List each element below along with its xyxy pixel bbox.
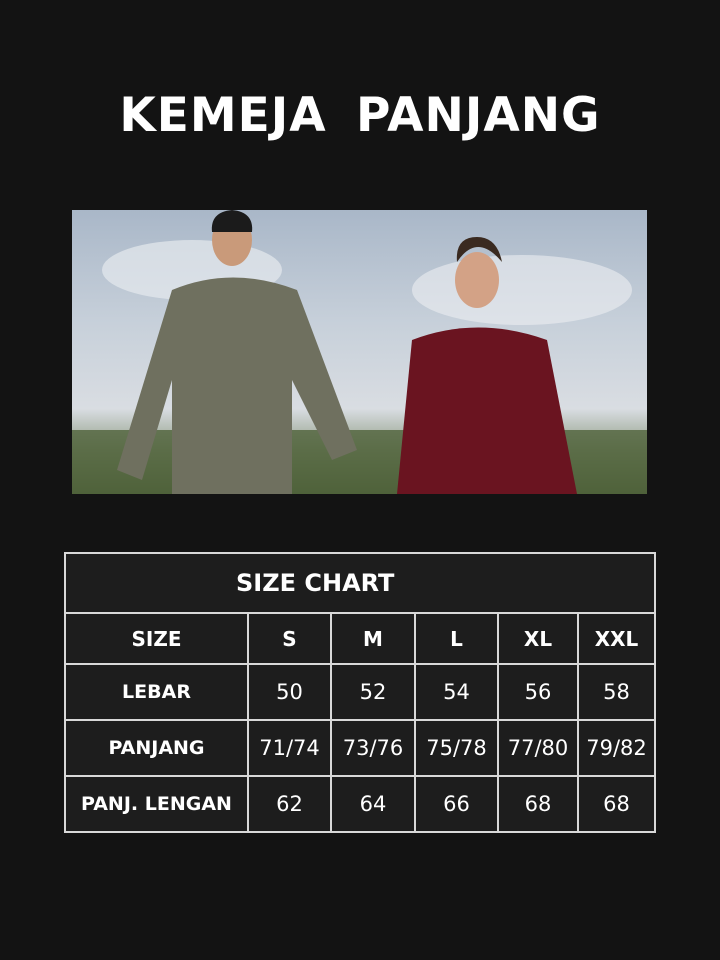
cell: 71/74 (247, 719, 332, 777)
table-header-row: SIZE S M L XL XXL (64, 612, 656, 665)
cell: 66 (414, 775, 499, 833)
cell: 68 (577, 775, 656, 833)
cell: 56 (497, 663, 579, 721)
row-label: PANJANG (64, 719, 249, 777)
cell: 79/82 (577, 719, 656, 777)
size-chart-table: SIZE CHART SIZE S M L XL XXL LEBAR 50 52… (64, 552, 656, 833)
cell: 52 (330, 663, 416, 721)
row-label: PANJ. LENGAN (64, 775, 249, 833)
header-l: L (414, 612, 499, 665)
row-label: LEBAR (64, 663, 249, 721)
header-xxl: XXL (577, 612, 656, 665)
cell: 77/80 (497, 719, 579, 777)
cell: 54 (414, 663, 499, 721)
table-row: LEBAR 50 52 54 56 58 (64, 663, 656, 721)
table-row: PANJANG 71/74 73/76 75/78 77/80 79/82 (64, 719, 656, 777)
page-title: KEMEJA PANJANG (119, 88, 601, 143)
cell: 50 (247, 663, 332, 721)
cell: 73/76 (330, 719, 416, 777)
header-s: S (247, 612, 332, 665)
cell: 62 (247, 775, 332, 833)
product-photo (72, 210, 647, 494)
cell: 64 (330, 775, 416, 833)
header-size: SIZE (64, 612, 249, 665)
header-m: M (330, 612, 416, 665)
table-row: PANJ. LENGAN 62 64 66 68 68 (64, 775, 656, 833)
cell: 75/78 (414, 719, 499, 777)
cell: 68 (497, 775, 579, 833)
cell: 58 (577, 663, 656, 721)
header-xl: XL (497, 612, 579, 665)
photo-illustration (72, 210, 647, 494)
size-chart-caption: SIZE CHART (64, 552, 656, 614)
